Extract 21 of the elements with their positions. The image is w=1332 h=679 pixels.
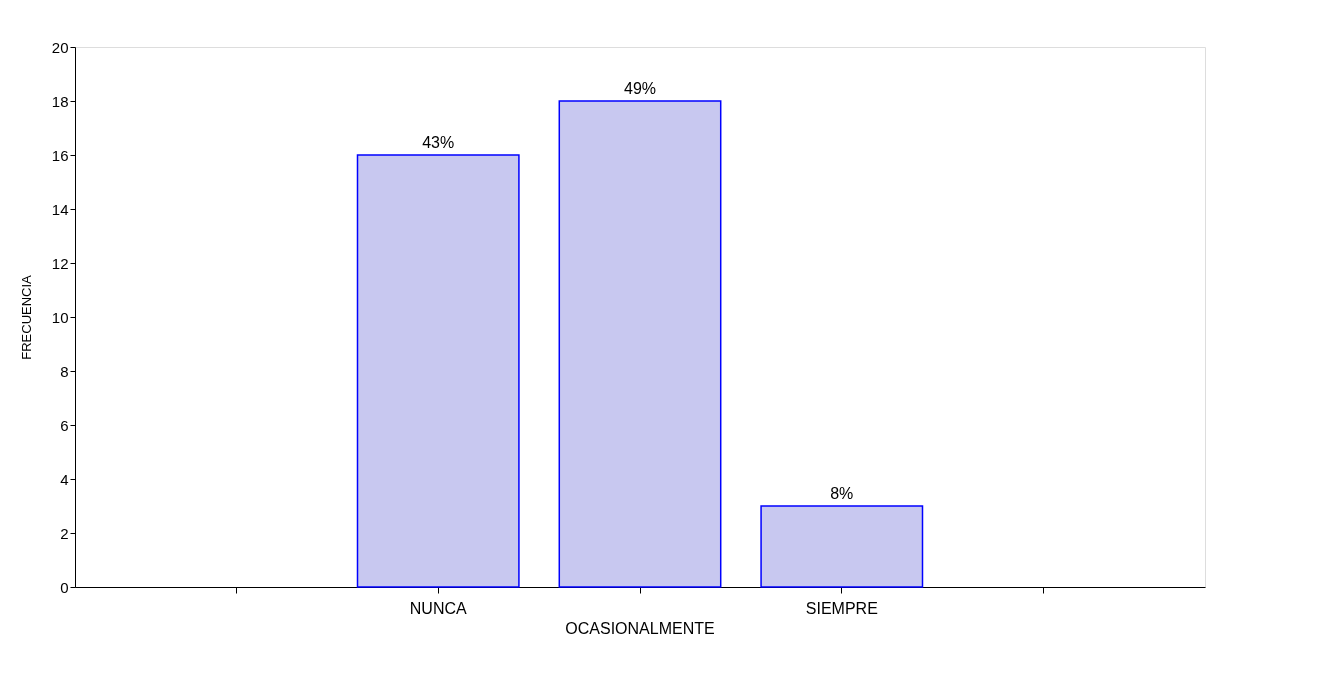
bar <box>558 100 722 588</box>
bar <box>760 505 924 588</box>
y-tick-label: 8 <box>60 362 69 380</box>
annotation: 49% <box>623 80 657 97</box>
y-tick-label: 2 <box>60 524 69 542</box>
x-tick-label: OCASIONALMENTE <box>565 620 715 637</box>
y-tick-label: 20 <box>51 38 69 56</box>
y-tick-label: 0 <box>60 578 69 596</box>
annotation: 43% <box>422 134 455 151</box>
annotation: 8% <box>830 485 854 502</box>
bar <box>356 154 520 588</box>
y-tick-label: 10 <box>51 308 69 326</box>
y-tick-label: 12 <box>51 254 69 272</box>
y-axis-title: FRECUENCIA <box>18 274 34 360</box>
x-tick-label: SIEMPRE <box>805 600 878 617</box>
y-tick-label: 18 <box>51 92 69 110</box>
x-tick-label: NUNCA <box>409 600 467 617</box>
y-tick-label: 6 <box>60 416 69 434</box>
y-tick-label: 16 <box>51 146 69 164</box>
y-tick-label: 4 <box>60 470 69 488</box>
y-tick-label: 14 <box>51 200 69 218</box>
